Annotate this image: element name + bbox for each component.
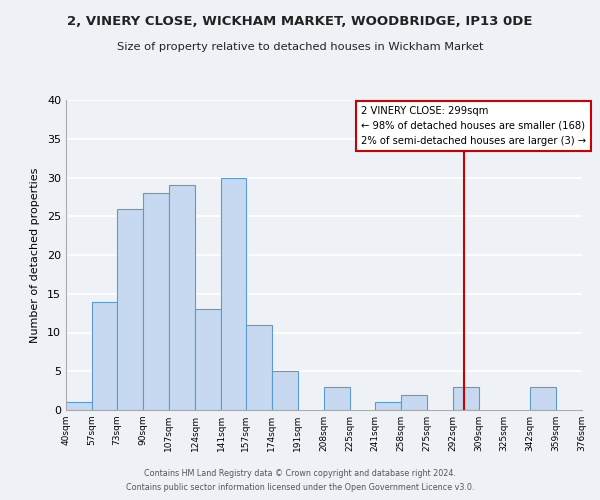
Text: Size of property relative to detached houses in Wickham Market: Size of property relative to detached ho… bbox=[117, 42, 483, 52]
Bar bbox=[374, 402, 401, 410]
Bar bbox=[324, 387, 350, 410]
Bar bbox=[143, 193, 169, 410]
Bar bbox=[453, 387, 479, 410]
Bar bbox=[530, 387, 556, 410]
Bar bbox=[116, 208, 143, 410]
Bar bbox=[221, 178, 245, 410]
Text: Contains public sector information licensed under the Open Government Licence v3: Contains public sector information licen… bbox=[126, 484, 474, 492]
Text: 2, VINERY CLOSE, WICKHAM MARKET, WOODBRIDGE, IP13 0DE: 2, VINERY CLOSE, WICKHAM MARKET, WOODBRI… bbox=[67, 15, 533, 28]
Bar bbox=[401, 394, 427, 410]
Bar bbox=[92, 302, 116, 410]
Text: 2 VINERY CLOSE: 299sqm
← 98% of detached houses are smaller (168)
2% of semi-det: 2 VINERY CLOSE: 299sqm ← 98% of detached… bbox=[361, 106, 586, 146]
Text: Contains HM Land Registry data © Crown copyright and database right 2024.: Contains HM Land Registry data © Crown c… bbox=[144, 468, 456, 477]
Bar bbox=[66, 402, 92, 410]
Bar bbox=[195, 309, 221, 410]
Bar bbox=[169, 185, 195, 410]
Bar bbox=[245, 325, 272, 410]
Y-axis label: Number of detached properties: Number of detached properties bbox=[30, 168, 40, 342]
Bar bbox=[272, 371, 298, 410]
